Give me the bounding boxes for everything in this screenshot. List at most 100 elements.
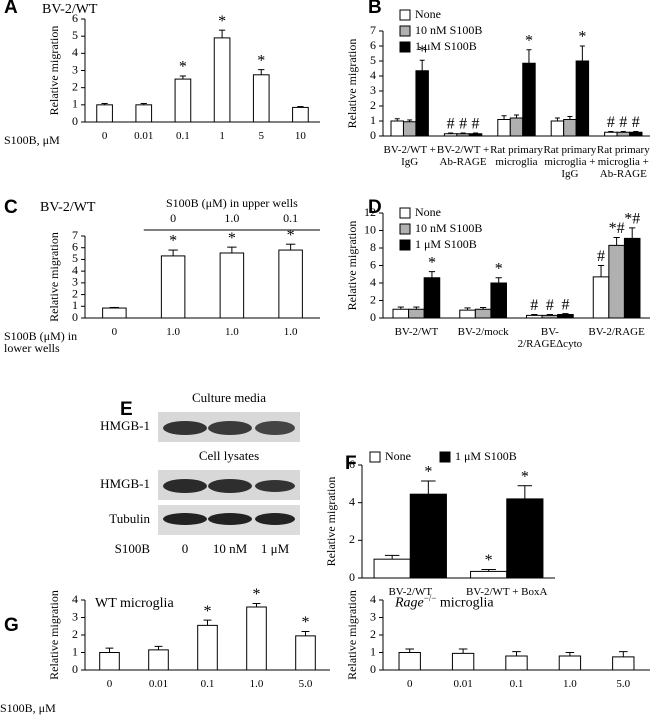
bar — [415, 70, 429, 137]
blot-treatment: S100B — [114, 541, 150, 556]
error-bar — [258, 69, 265, 75]
bar — [213, 37, 231, 123]
y-tick-label: 12 — [364, 205, 376, 219]
annotation: * — [578, 29, 586, 46]
x-tick-label: 0.01 — [148, 678, 169, 690]
bar — [506, 498, 544, 579]
bar — [456, 133, 470, 137]
y-tick-label: 5 — [370, 53, 376, 67]
x-tick-label: BV-2/WT — [388, 586, 433, 598]
blot-lane-label: 10 nM — [212, 541, 248, 556]
y-tick-label: 2 — [370, 292, 376, 306]
x-tick-label: Rat primary microglia + IgG — [543, 144, 597, 180]
error-bar — [405, 648, 414, 653]
annotation: * — [253, 586, 261, 603]
bar — [96, 104, 113, 123]
legend-label: 1 μM S100B — [455, 449, 517, 463]
y-tick-label: 3 — [72, 609, 78, 623]
title-part: microglia — [439, 595, 494, 611]
bar — [557, 314, 574, 319]
bar — [148, 649, 169, 671]
x-axis-label: S100B, μM — [4, 133, 60, 147]
y-tick-label: 3 — [370, 609, 376, 623]
y-tick-label: 0 — [370, 662, 376, 676]
error-bar — [514, 114, 519, 118]
error-bar — [480, 307, 487, 310]
bar — [197, 624, 218, 671]
error-bar — [464, 307, 471, 311]
panel-letter: B — [368, 0, 382, 18]
y-tick-label: 7 — [72, 228, 78, 242]
bar — [505, 655, 528, 671]
y-tick-label: 8 — [370, 240, 376, 254]
bar — [612, 656, 635, 671]
bar — [575, 60, 590, 137]
y-tick-label: 3 — [370, 83, 376, 97]
y-tick-label: 4 — [370, 68, 376, 82]
bar — [174, 78, 192, 123]
y-tick-label: 0 — [72, 114, 78, 128]
bar — [526, 314, 543, 319]
panel-letter: E — [120, 399, 133, 420]
blot-section: Culture media — [191, 390, 266, 405]
x-tick-label: 1.0 — [249, 678, 264, 690]
y-tick-label: 3 — [72, 62, 78, 76]
x-tick-label: 0.01 — [134, 130, 154, 142]
bar — [558, 655, 582, 671]
x-tick-label: 1 — [219, 130, 225, 142]
x-tick-label: 5.0 — [298, 678, 313, 690]
y-tick-label: 6 — [370, 257, 376, 271]
y-tick-label: 4 — [72, 45, 78, 59]
bar — [102, 307, 127, 319]
error-bar — [579, 45, 585, 61]
y-tick-label: 1 — [72, 97, 78, 111]
annotation: * — [525, 32, 533, 49]
annotation: # — [447, 116, 455, 133]
error-bar — [512, 651, 521, 656]
blot-section: Cell lysates — [198, 448, 260, 463]
x-tick-label: 0 — [106, 678, 113, 690]
annotation: *# — [624, 211, 640, 228]
panel-letter: D — [368, 197, 382, 218]
y-tick-label: 4 — [72, 263, 78, 277]
panel-letter: F — [345, 453, 357, 474]
error-bar — [613, 237, 620, 246]
error-bar — [140, 102, 147, 105]
chart-title: Rage−/− microglia — [395, 592, 494, 610]
x-tick-label: Rat primary microglia + Ab-RAGE — [596, 144, 650, 180]
chart-title: BV-2/WT — [40, 200, 96, 215]
blot-lane-label: 0 — [181, 541, 189, 556]
error-bar — [620, 131, 626, 133]
upper-tick-label: 0.1 — [283, 211, 298, 225]
y-tick-label: 10 — [364, 222, 376, 236]
y-axis-label: Relative migration — [345, 221, 359, 311]
y-tick-label: 0 — [72, 310, 78, 324]
x-tick-label: BV-2/mock — [457, 326, 509, 338]
error-bar — [168, 249, 178, 256]
bar — [443, 133, 458, 137]
bar — [390, 120, 404, 137]
blot-row-label: HMGB-1 — [100, 476, 150, 491]
annotation: * — [257, 52, 265, 69]
bar — [408, 308, 425, 319]
bar — [135, 104, 153, 123]
panel-letter: G — [4, 615, 19, 636]
bar — [292, 106, 309, 123]
x-tick-label: 5 — [258, 130, 264, 142]
error-bar — [554, 117, 560, 121]
y-tick-label: 5 — [72, 28, 78, 42]
bar — [474, 308, 492, 319]
error-bar — [413, 306, 420, 310]
x-tick-label: BV-2/WT + IgG — [383, 144, 436, 168]
error-bar — [619, 651, 628, 657]
x-tick-label: 0 — [111, 326, 118, 338]
error-bar — [179, 75, 187, 80]
y-tick-label: 0 — [370, 310, 376, 324]
bar — [451, 652, 475, 671]
y-tick-label: 0 — [349, 570, 355, 584]
error-bar — [608, 131, 614, 133]
bar — [468, 133, 483, 137]
legend-swatch — [399, 207, 411, 219]
error-bar — [101, 102, 108, 105]
